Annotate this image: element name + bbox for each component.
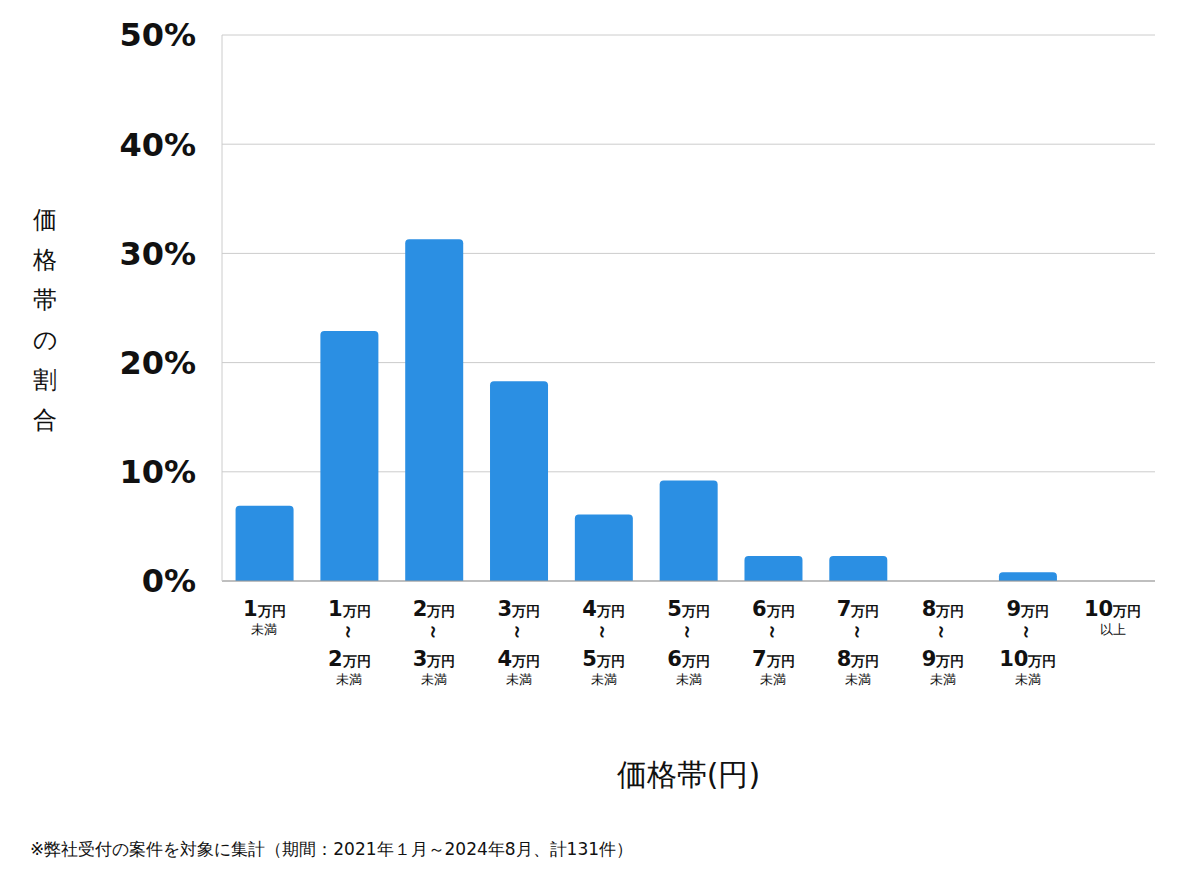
svg-text:1万円: 1万円: [243, 597, 286, 621]
svg-text:未満: 未満: [336, 672, 362, 687]
svg-text:10万円: 10万円: [999, 647, 1056, 671]
svg-text:7万円: 7万円: [837, 597, 880, 621]
svg-text:～: ～: [678, 623, 699, 641]
svg-text:9万円: 9万円: [922, 647, 965, 671]
html-text:割: 割: [33, 366, 57, 394]
svg-text:4万円: 4万円: [498, 647, 541, 671]
svg-text:～: ～: [424, 623, 445, 641]
svg-text:未満: 未満: [930, 672, 956, 687]
html-text:価: 価: [33, 206, 57, 234]
svg-text:～: ～: [763, 623, 784, 641]
svg-text:40%: 40%: [119, 126, 196, 164]
html-text:帯: 帯: [33, 286, 57, 314]
svg-text:未満: 未満: [421, 672, 447, 687]
svg-text:～: ～: [339, 623, 360, 641]
svg-text:未満: 未満: [676, 672, 702, 687]
svg-text:3万円: 3万円: [413, 647, 456, 671]
svg-text:8万円: 8万円: [922, 597, 965, 621]
svg-text:10%: 10%: [119, 453, 196, 491]
svg-text:～: ～: [848, 623, 869, 641]
svg-text:30%: 30%: [119, 235, 196, 273]
svg-text:未満: 未満: [760, 672, 786, 687]
svg-text:1万円: 1万円: [328, 597, 371, 621]
svg-text:～: ～: [593, 623, 614, 641]
svg-text:～: ～: [1017, 623, 1038, 641]
svg-text:3万円: 3万円: [498, 597, 541, 621]
html-text:価格帯(円): 価格帯(円): [616, 757, 761, 792]
svg-text:2万円: 2万円: [328, 647, 371, 671]
html-text:※弊社受付の案件を対象に集計（期間：2021年１月～2024: ※弊社受付の案件を対象に集計（期間：2021年１月～2024年8月、計131件）: [30, 839, 633, 859]
svg-text:4万円: 4万円: [582, 597, 625, 621]
svg-text:未満: 未満: [1015, 672, 1041, 687]
svg-text:未満: 未満: [591, 672, 617, 687]
svg-text:未満: 未満: [506, 672, 532, 687]
svg-text:50%: 50%: [119, 16, 196, 54]
svg-text:2万円: 2万円: [413, 597, 456, 621]
svg-text:以上: 以上: [1100, 622, 1126, 637]
svg-text:6万円: 6万円: [667, 647, 710, 671]
html-text:格: 格: [33, 246, 57, 274]
svg-text:20%: 20%: [119, 344, 196, 382]
svg-text:未満: 未満: [845, 672, 871, 687]
svg-text:～: ～: [508, 623, 529, 641]
html-text:の: の: [32, 326, 58, 354]
svg-text:6万円: 6万円: [752, 597, 795, 621]
svg-text:10万円: 10万円: [1084, 597, 1141, 621]
svg-text:～: ～: [932, 623, 953, 641]
svg-text:5万円: 5万円: [582, 647, 625, 671]
svg-text:7万円: 7万円: [752, 647, 795, 671]
svg-text:未満: 未満: [251, 622, 277, 637]
svg-text:0%: 0%: [142, 562, 196, 600]
svg-text:5万円: 5万円: [667, 597, 710, 621]
svg-text:9万円: 9万円: [1006, 597, 1049, 621]
html-text:合: 合: [33, 406, 57, 434]
svg-text:8万円: 8万円: [837, 647, 880, 671]
